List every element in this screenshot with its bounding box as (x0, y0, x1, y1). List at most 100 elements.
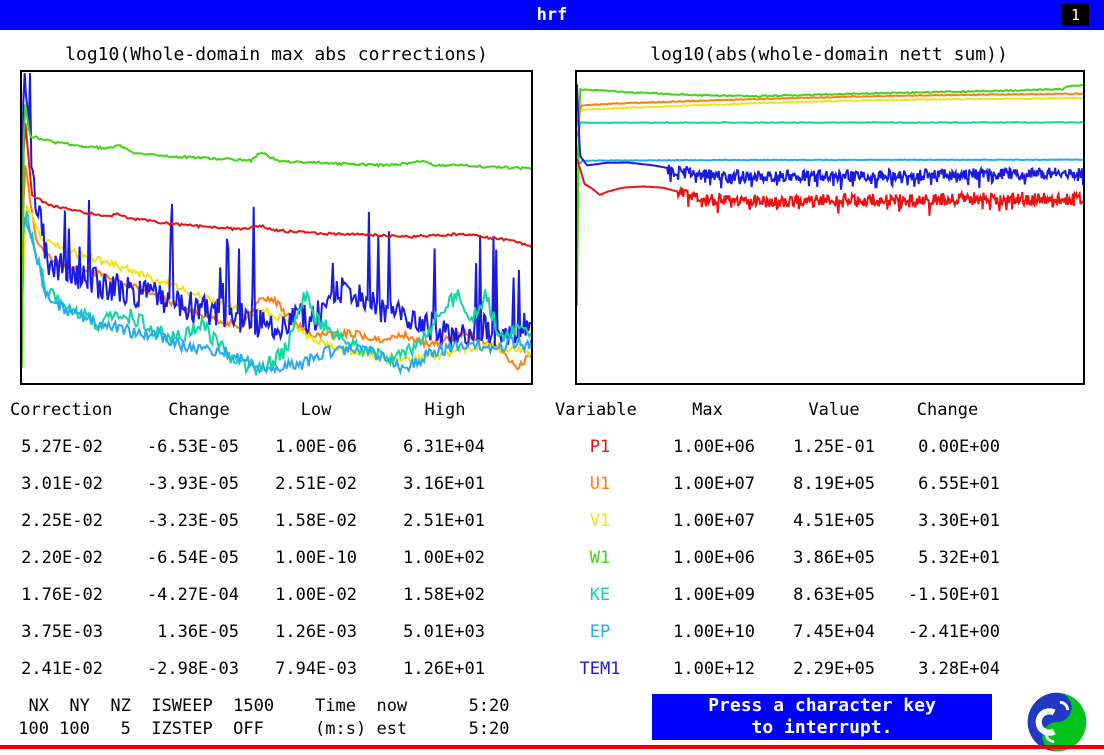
max-value: 1.00E+07 (655, 466, 760, 503)
corrections-table-header: Correction Change Low High (0, 392, 500, 429)
variables-table: Variable Max Value Change P1 1.00E+06 1.… (545, 392, 1005, 688)
high-value: 2.51E+01 (370, 503, 498, 540)
table-row: 1.76E-02 -4.27E-04 1.00E-02 1.58E+02 (0, 577, 500, 614)
variable-name: P1 (545, 429, 655, 466)
table-row: 5.27E-02 -6.53E-05 1.00E-06 6.31E+04 (0, 429, 500, 466)
table-row: V1 1.00E+07 4.51E+05 3.30E+01 (545, 503, 1005, 540)
value-value: 8.63E+05 (760, 577, 880, 614)
title-bar: hrf 1 (0, 0, 1104, 30)
high-value: 3.16E+01 (370, 466, 498, 503)
change-value: -6.54E-05 (116, 540, 252, 577)
table-row: U1 1.00E+07 8.19E+05 6.55E+01 (545, 466, 1005, 503)
max-value: 1.00E+12 (655, 651, 760, 688)
max-value: 1.00E+06 (655, 429, 760, 466)
bottom-separator (0, 745, 1104, 749)
corrections-chart (20, 70, 533, 385)
change-value: -6.53E-05 (116, 429, 252, 466)
interrupt-line-1: Press a character key (652, 695, 992, 717)
nett-sum-chart (575, 70, 1085, 385)
column-header: Change (880, 392, 1005, 429)
column-header: Variable (545, 392, 655, 429)
high-value: 6.31E+04 (370, 429, 498, 466)
high-value: 5.01E+03 (370, 614, 498, 651)
change-value: -2.41E+00 (880, 614, 1005, 651)
change-value: 3.30E+01 (880, 503, 1005, 540)
table-row: 3.75E-03 1.36E-05 1.26E-03 5.01E+03 (0, 614, 500, 651)
solver-monitor-window: hrf 1 log10(Whole-domain max abs correct… (0, 0, 1104, 755)
column-header: Max (655, 392, 760, 429)
max-value: 1.00E+07 (655, 503, 760, 540)
table-row: 2.25E-02 -3.23E-05 1.58E-02 2.51E+01 (0, 503, 500, 540)
table-row: 2.20E-02 -6.54E-05 1.00E-10 1.00E+02 (0, 540, 500, 577)
change-value: 3.28E+04 (880, 651, 1005, 688)
column-header: Value (760, 392, 880, 429)
phoenics-logo-icon (1026, 691, 1088, 753)
variable-name: U1 (545, 466, 655, 503)
value-value: 2.29E+05 (760, 651, 880, 688)
table-row: 3.01E-02 -3.93E-05 2.51E-02 3.16E+01 (0, 466, 500, 503)
variables-table-header: Variable Max Value Change (545, 392, 1005, 429)
max-value: 1.00E+10 (655, 614, 760, 651)
interrupt-line-2: to interrupt. (652, 717, 992, 739)
low-value: 2.51E-02 (252, 466, 370, 503)
solver-status-text: NX NY NZ ISWEEP 1500 Time now 5:20 100 1… (8, 695, 510, 741)
left-chart-title: log10(Whole-domain max abs corrections) (20, 44, 533, 65)
change-value: 6.55E+01 (880, 466, 1005, 503)
low-value: 7.94E-03 (252, 651, 370, 688)
variable-name: KE (545, 577, 655, 614)
high-value: 1.26E+01 (370, 651, 498, 688)
correction-value: 1.76E-02 (0, 577, 116, 614)
table-row: EP 1.00E+10 7.45E+04 -2.41E+00 (545, 614, 1005, 651)
value-value: 8.19E+05 (760, 466, 880, 503)
correction-value: 3.01E-02 (0, 466, 116, 503)
low-value: 1.00E-02 (252, 577, 370, 614)
status-line-1: NX NY NZ ISWEEP 1500 Time now 5:20 (8, 696, 510, 716)
column-header: Low (252, 392, 370, 429)
correction-value: 2.20E-02 (0, 540, 116, 577)
low-value: 1.00E-10 (252, 540, 370, 577)
interrupt-prompt[interactable]: Press a character key to interrupt. (652, 694, 992, 740)
table-row: W1 1.00E+06 3.86E+05 5.32E+01 (545, 540, 1005, 577)
right-chart-title: log10(abs(whole-domain nett sum)) (573, 44, 1085, 65)
high-value: 1.00E+02 (370, 540, 498, 577)
table-row: P1 1.00E+06 1.25E-01 0.00E+00 (545, 429, 1005, 466)
low-value: 1.00E-06 (252, 429, 370, 466)
change-value: -3.23E-05 (116, 503, 252, 540)
low-value: 1.58E-02 (252, 503, 370, 540)
variable-name: TEM1 (545, 651, 655, 688)
nett-sum-chart-plot (577, 72, 1083, 383)
column-header: Correction (0, 392, 116, 429)
column-header: High (370, 392, 498, 429)
corrections-table: Correction Change Low High 5.27E-02 -6.5… (0, 392, 500, 688)
table-row: KE 1.00E+09 8.63E+05 -1.50E+01 (545, 577, 1005, 614)
column-header: Change (116, 392, 252, 429)
window-title: hrf (0, 0, 1104, 30)
table-row: TEM1 1.00E+12 2.29E+05 3.28E+04 (545, 651, 1005, 688)
table-row: 2.41E-02 -2.98E-03 7.94E-03 1.26E+01 (0, 651, 500, 688)
change-value: -2.98E-03 (116, 651, 252, 688)
correction-value: 2.25E-02 (0, 503, 116, 540)
change-value: 5.32E+01 (880, 540, 1005, 577)
change-value: 1.36E-05 (116, 614, 252, 651)
value-value: 4.51E+05 (760, 503, 880, 540)
change-value: -3.93E-05 (116, 466, 252, 503)
correction-value: 5.27E-02 (0, 429, 116, 466)
correction-value: 2.41E-02 (0, 651, 116, 688)
low-value: 1.26E-03 (252, 614, 370, 651)
change-value: -4.27E-04 (116, 577, 252, 614)
max-value: 1.00E+09 (655, 577, 760, 614)
value-value: 7.45E+04 (760, 614, 880, 651)
corrections-chart-plot (22, 72, 531, 383)
status-line-2: 100 100 5 IZSTEP OFF (m:s) est 5:20 (8, 719, 510, 739)
variable-name: EP (545, 614, 655, 651)
change-value: 0.00E+00 (880, 429, 1005, 466)
value-value: 1.25E-01 (760, 429, 880, 466)
correction-value: 3.75E-03 (0, 614, 116, 651)
variable-name: W1 (545, 540, 655, 577)
high-value: 1.58E+02 (370, 577, 498, 614)
page-indicator[interactable]: 1 (1062, 4, 1089, 26)
change-value: -1.50E+01 (880, 577, 1005, 614)
value-value: 3.86E+05 (760, 540, 880, 577)
variable-name: V1 (545, 503, 655, 540)
max-value: 1.00E+06 (655, 540, 760, 577)
